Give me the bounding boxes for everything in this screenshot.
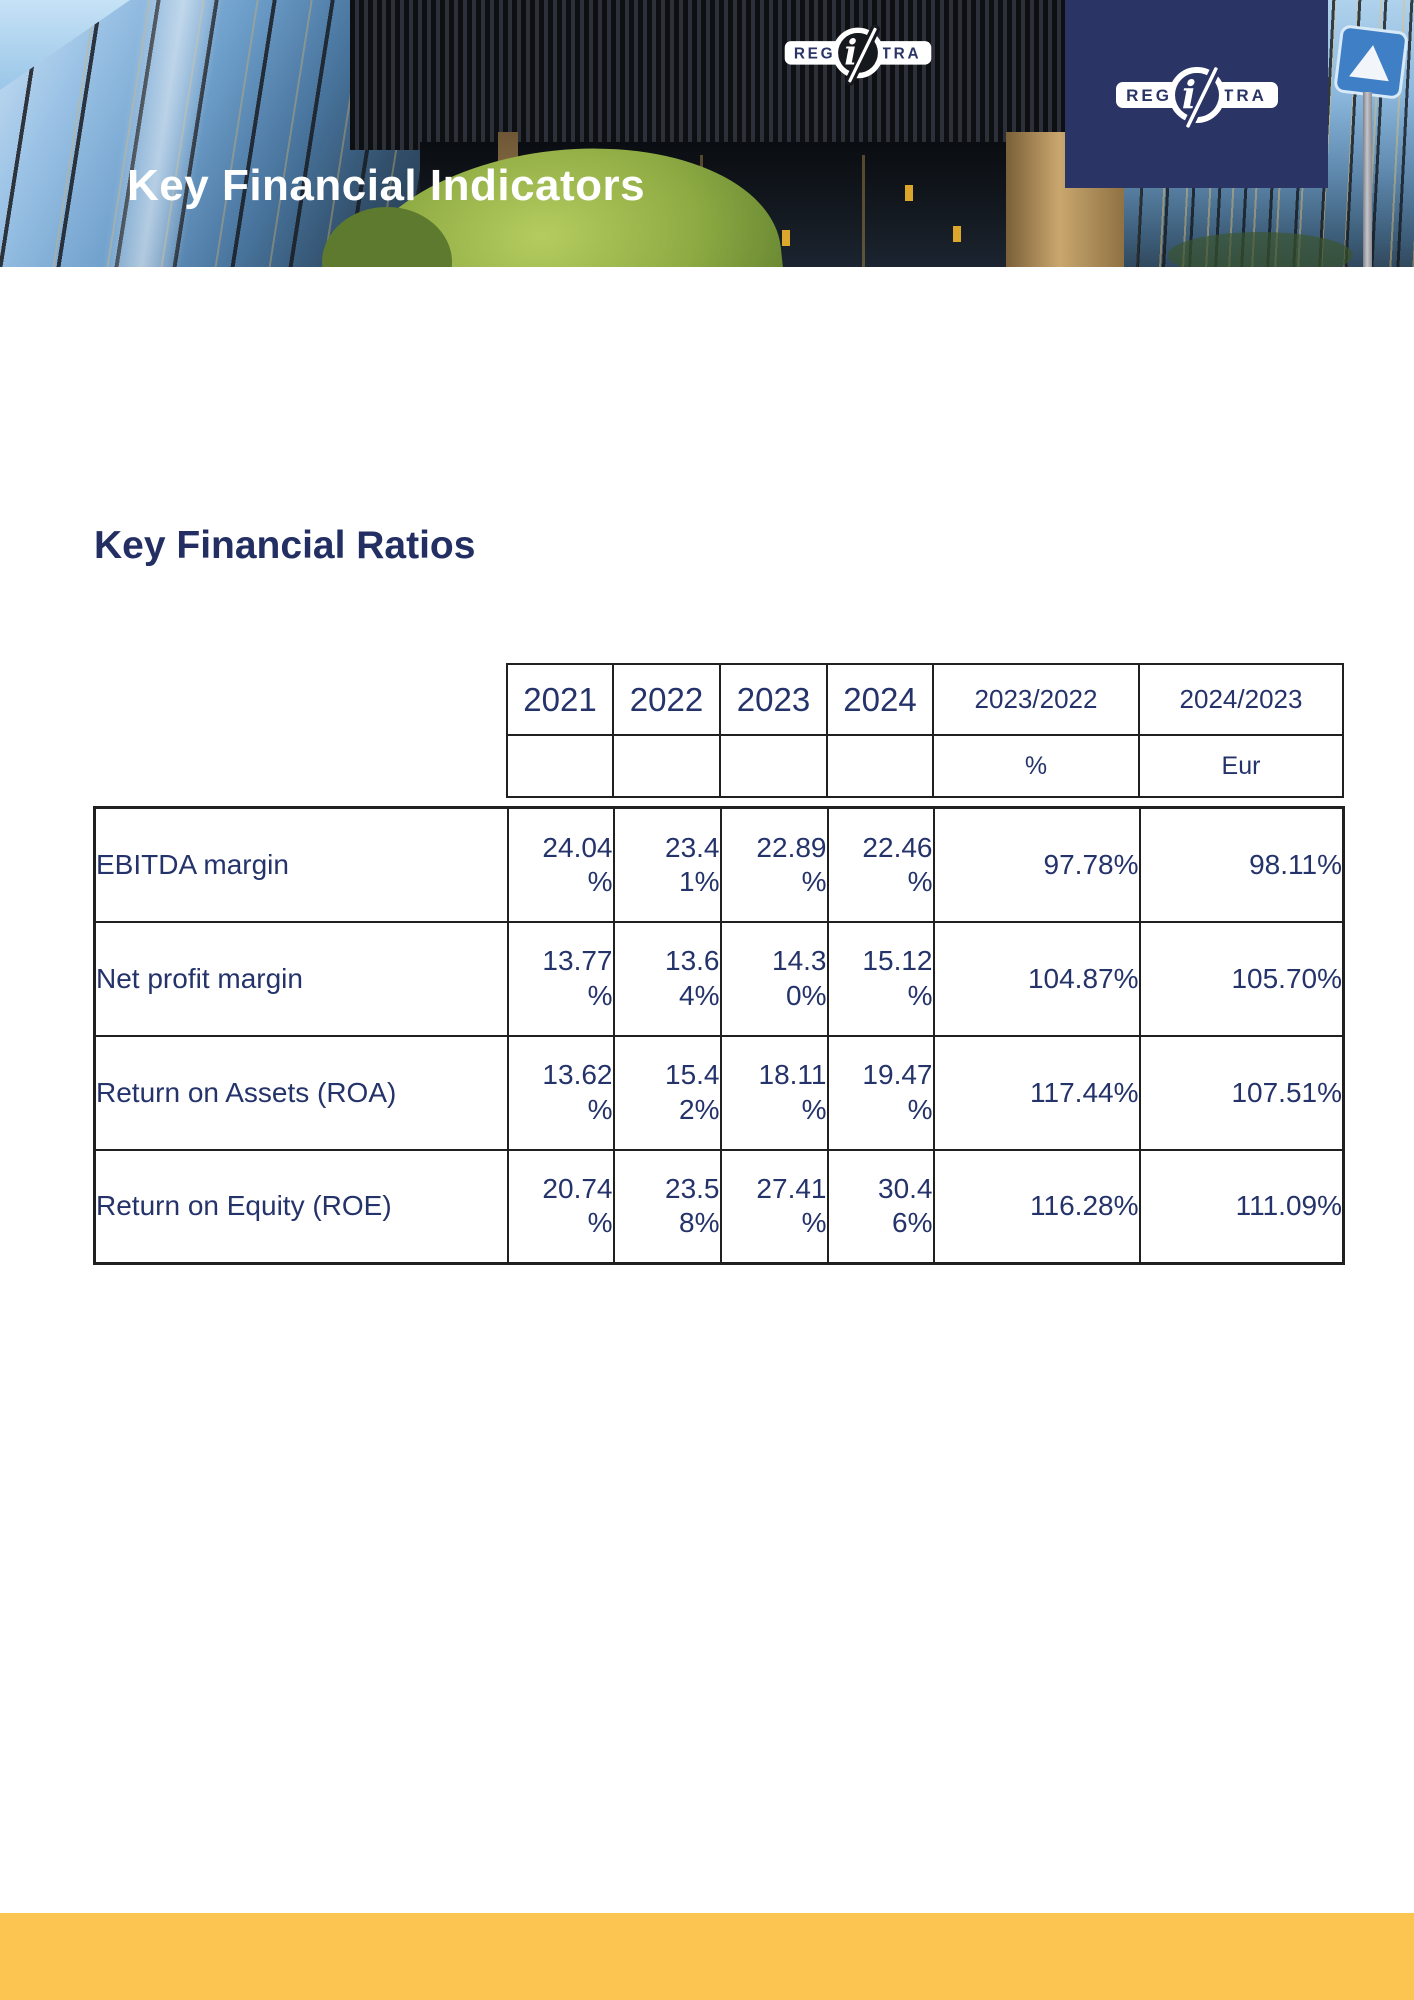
- logo-text-i: i: [844, 34, 857, 74]
- table-row: EBITDA margin 24.04 % 23.4 1% 22.89 % 22…: [93, 806, 1345, 923]
- building-slats: [350, 0, 1130, 150]
- year-value-cell: 13.6 4%: [612, 920, 722, 1037]
- empty-unit-cell: [826, 734, 934, 798]
- ratio-value-cell: 105.70%: [1138, 920, 1345, 1037]
- crossing-sign-triangle: [1349, 42, 1393, 82]
- year-value-cell: 13.62 %: [506, 1034, 615, 1151]
- logo-pill-left: [1115, 82, 1182, 108]
- ratio-value-cell: 97.78%: [932, 806, 1141, 923]
- logo-text-i: i: [1181, 72, 1195, 117]
- logo-pill-right: [871, 41, 932, 65]
- year-value-cell: 14.3 0%: [719, 920, 829, 1037]
- unit-header-row: % Eur: [506, 734, 1344, 798]
- door-frame-line: [862, 155, 865, 267]
- ratio-value-cell: 111.09%: [1138, 1148, 1345, 1265]
- year-value-cell: 15.4 2%: [612, 1034, 722, 1151]
- ratio-header-cell: 2024/2023: [1138, 663, 1344, 736]
- logo-text-tra: TRA: [882, 45, 922, 62]
- ratio-value-cell: 117.44%: [932, 1034, 1141, 1151]
- logo-slash: [845, 24, 880, 86]
- table-row: Return on Equity (ROE) 20.74 % 23.5 8% 2…: [93, 1148, 1345, 1265]
- footer-accent-bar: [0, 1913, 1414, 2000]
- empty-unit-cell: [506, 734, 614, 798]
- ratio-value-cell: 107.51%: [1138, 1034, 1345, 1151]
- year-header-cell: 2021: [506, 663, 614, 736]
- row-label: Return on Assets (ROA): [93, 1034, 509, 1151]
- pedestrian-crossing-sign: [1333, 24, 1409, 100]
- logo-text-reg: REG: [794, 45, 835, 62]
- ratio-header-cell: 2023/2022: [932, 663, 1140, 736]
- ratios-table-body: EBITDA margin 24.04 % 23.4 1% 22.89 % 22…: [93, 806, 1345, 1265]
- year-header-cell: 2022: [612, 663, 721, 736]
- building-logo: REG TRA i: [784, 24, 932, 86]
- brand-logo-box: REG TRA i: [1065, 0, 1328, 188]
- empty-unit-cell: [719, 734, 828, 798]
- logo-ring: [1168, 67, 1225, 123]
- logo-slash: [1182, 63, 1221, 132]
- sign-pole: [1363, 92, 1372, 267]
- ratio-value-cell: 116.28%: [932, 1148, 1141, 1265]
- door-marking: [953, 226, 961, 242]
- section-heading: Key Financial Ratios: [94, 524, 476, 567]
- year-header-cell: 2024: [826, 663, 934, 736]
- year-value-cell: 15.12 %: [826, 920, 935, 1037]
- row-label: Net profit margin: [93, 920, 509, 1037]
- row-label: EBITDA margin: [93, 806, 509, 923]
- row-label: Return on Equity (ROE): [93, 1148, 509, 1265]
- door-marking: [905, 185, 913, 201]
- ratio-value-cell: 104.87%: [932, 920, 1141, 1037]
- unit-cell-percent: %: [932, 734, 1140, 798]
- year-value-cell: 22.46 %: [826, 806, 935, 923]
- table-row: Return on Assets (ROA) 13.62 % 15.4 2% 1…: [93, 1034, 1345, 1151]
- year-header-row: 2021 2022 2023 2024 2023/2022 2024/2023: [506, 663, 1344, 736]
- ratios-table-header: 2021 2022 2023 2024 2023/2022 2024/2023 …: [506, 663, 1344, 798]
- year-value-cell: 20.74 %: [506, 1148, 615, 1265]
- year-value-cell: 18.11 %: [719, 1034, 829, 1151]
- logo-pill-right: [1211, 82, 1278, 108]
- year-header-cell: 2023: [719, 663, 828, 736]
- unit-cell-eur: Eur: [1138, 734, 1344, 798]
- year-value-cell: 23.4 1%: [612, 806, 722, 923]
- year-value-cell: 27.41 %: [719, 1148, 829, 1265]
- year-value-cell: 22.89 %: [719, 806, 829, 923]
- page-title: Key Financial Indicators: [127, 161, 646, 210]
- empty-unit-cell: [612, 734, 721, 798]
- year-value-cell: 30.4 6%: [826, 1148, 935, 1265]
- year-value-cell: 23.5 8%: [612, 1148, 722, 1265]
- trees-reflection: [1168, 232, 1353, 267]
- year-value-cell: 24.04 %: [506, 806, 615, 923]
- year-value-cell: 13.77 %: [506, 920, 615, 1037]
- year-value-cell: 19.47 %: [826, 1034, 935, 1151]
- logo-text-tra: TRA: [1223, 86, 1267, 105]
- regitra-logo: REG TRA i: [1115, 63, 1278, 132]
- logo-text-reg: REG: [1126, 86, 1172, 105]
- table-row: Net profit margin 13.77 % 13.6 4% 14.3 0…: [93, 920, 1345, 1037]
- door-marking: [782, 230, 790, 246]
- logo-ring: [832, 27, 884, 79]
- ratio-value-cell: 98.11%: [1138, 806, 1345, 923]
- logo-pill-left: [784, 41, 845, 65]
